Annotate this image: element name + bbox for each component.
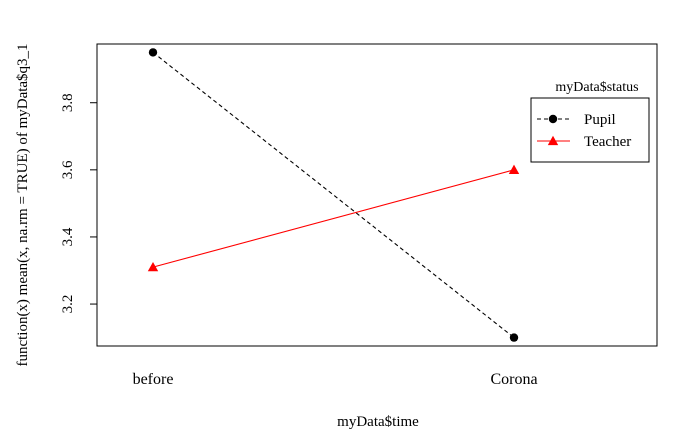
legend-title: myData$status: [555, 80, 638, 95]
x-category-label: before: [133, 371, 174, 388]
series-line: [152, 51, 515, 339]
data-point: [508, 164, 520, 174]
y-tick-label: 3.2: [60, 295, 76, 314]
data-point: [148, 48, 158, 57]
series-pupil: [148, 48, 519, 342]
legend-box: [530, 97, 650, 163]
legend-label: Teacher: [584, 134, 631, 150]
series-line: [152, 169, 515, 268]
legend-item-teacher: Teacher: [537, 134, 631, 150]
y-tick-label: 3.8: [60, 93, 76, 112]
legend-item-pupil: Pupil: [537, 112, 616, 128]
x-axis-label: myData$time: [337, 414, 419, 430]
x-axis-categories: before Corona: [133, 371, 538, 388]
legend-label: Pupil: [584, 112, 616, 128]
x-category-label: Corona: [490, 371, 537, 388]
series-teacher: [147, 164, 520, 272]
data-point: [509, 333, 519, 342]
legend-marker: [547, 135, 559, 146]
series-layer: [147, 48, 520, 342]
y-tick-label: 3.4: [60, 227, 76, 246]
legend: myData$status Pupil Teacher: [530, 80, 650, 163]
y-axis: 3.2 3.4 3.6 3.8: [60, 93, 98, 314]
y-axis-label: function(x) mean(x, na.rm = TRUE) of myD…: [15, 43, 31, 366]
data-point: [147, 261, 159, 272]
y-tick-label: 3.6: [60, 160, 76, 179]
legend-marker: [548, 114, 558, 124]
